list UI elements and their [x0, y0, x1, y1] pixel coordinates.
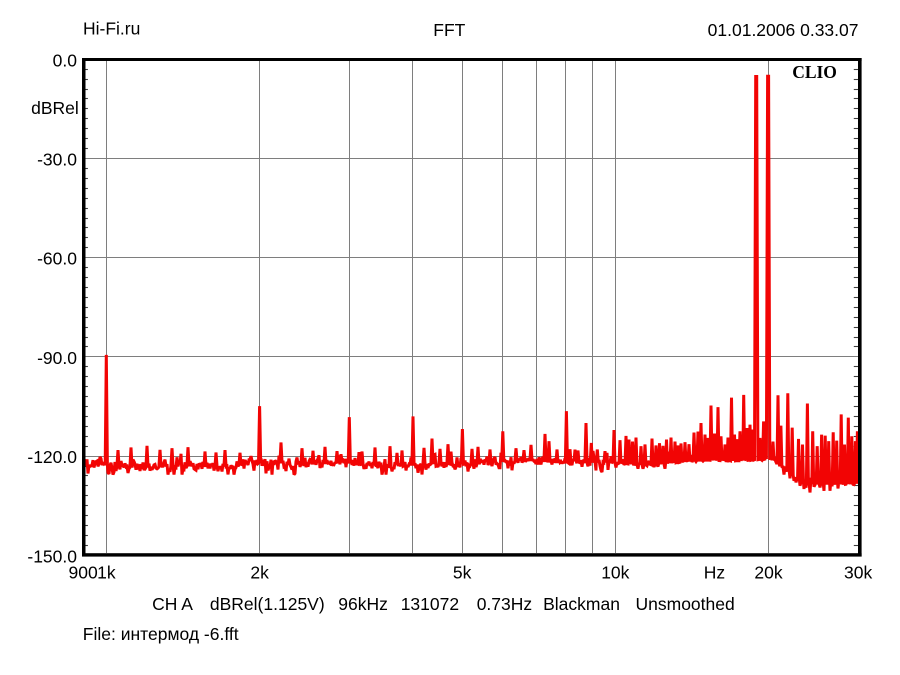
svg-text:1k: 1k — [97, 563, 116, 583]
svg-text:0.0: 0.0 — [53, 50, 78, 70]
svg-text:-150.0: -150.0 — [27, 546, 77, 566]
svg-text:-120.0: -120.0 — [27, 447, 77, 467]
svg-text:FFT: FFT — [433, 20, 465, 40]
svg-text:File: интермод -6.fft: File: интермод -6.fft — [83, 624, 239, 644]
svg-text:2k: 2k — [250, 563, 269, 583]
svg-text:Unsmoothed: Unsmoothed — [636, 594, 735, 614]
svg-text:900: 900 — [68, 563, 97, 583]
svg-text:01.01.2006 0.33.07: 01.01.2006 0.33.07 — [708, 20, 859, 40]
svg-text:CLIO: CLIO — [792, 62, 837, 82]
svg-text:dBRel(1.125V): dBRel(1.125V) — [210, 594, 325, 614]
svg-text:5k: 5k — [453, 563, 472, 583]
svg-text:131072: 131072 — [401, 594, 459, 614]
svg-text:Hz: Hz — [704, 563, 725, 583]
svg-text:-30.0: -30.0 — [37, 150, 77, 170]
svg-text:30k: 30k — [844, 563, 872, 583]
svg-text:-60.0: -60.0 — [37, 249, 77, 269]
svg-text:96kHz: 96kHz — [338, 594, 388, 614]
svg-text:20k: 20k — [754, 563, 782, 583]
svg-text:Blackman: Blackman — [543, 594, 620, 614]
svg-text:Hi-Fi.ru: Hi-Fi.ru — [83, 19, 140, 39]
svg-text:dBRel: dBRel — [31, 98, 79, 118]
svg-text:-90.0: -90.0 — [37, 348, 77, 368]
svg-text:10k: 10k — [601, 563, 629, 583]
svg-text:0.73Hz: 0.73Hz — [477, 594, 532, 614]
svg-text:CH A: CH A — [152, 594, 193, 614]
